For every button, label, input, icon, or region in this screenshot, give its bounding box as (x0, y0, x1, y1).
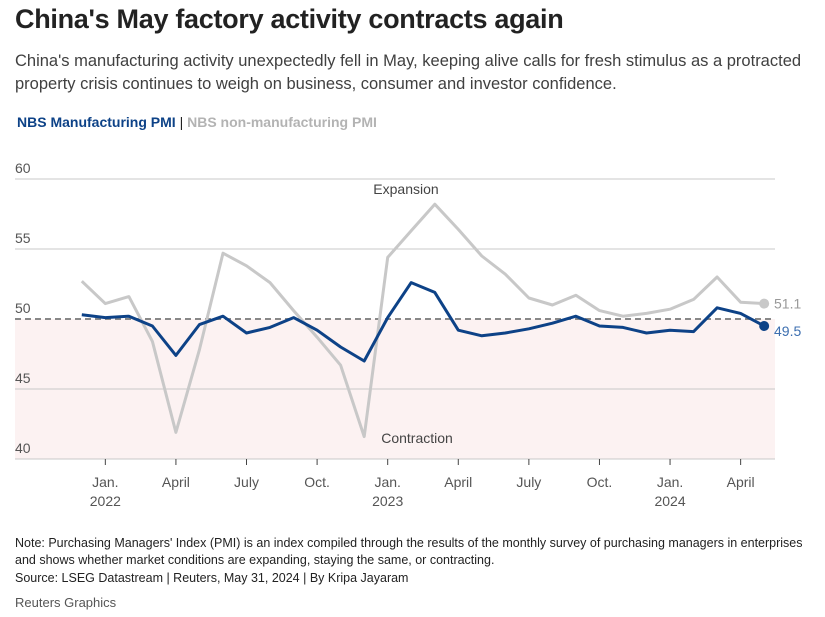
y-tick-label: 50 (15, 300, 31, 316)
x-tick-label: Jan. (374, 474, 400, 490)
x-tick-label: April (162, 474, 190, 490)
annotation-contraction: Contraction (381, 430, 453, 446)
x-tick-label: Oct. (587, 474, 613, 490)
x-tick-label: July (234, 474, 259, 490)
end-point-non-manufacturing (759, 298, 770, 309)
x-tick-label: April (444, 474, 472, 490)
footnote: Note: Purchasing Managers' Index (PMI) i… (15, 536, 803, 567)
x-tick-label: April (727, 474, 755, 490)
annotation-expansion: Expansion (373, 181, 438, 197)
x-tick-year: 2022 (90, 493, 121, 509)
series-line-manufacturing (81, 281, 765, 363)
y-tick-label: 55 (15, 230, 31, 246)
end-label-non-manufacturing: 51.1 (774, 296, 801, 312)
x-tick-year: 2023 (372, 493, 403, 509)
y-tick-label: 60 (15, 160, 31, 176)
end-label-manufacturing: 49.5 (774, 323, 801, 339)
legend-separator: | (179, 114, 184, 130)
y-tick-label: 45 (15, 370, 31, 386)
legend-non-manufacturing: NBS non-manufacturing PMI (187, 114, 377, 130)
x-tick-label: Jan. (92, 474, 118, 490)
series-line-non-manufacturing (80, 202, 765, 439)
x-tick-label: Oct. (304, 474, 330, 490)
subtitle: China's manufacturing activity unexpecte… (15, 52, 802, 93)
end-point-manufacturing (759, 321, 770, 331)
x-tick-label: July (516, 474, 541, 490)
brand-credit: Reuters Graphics (15, 595, 117, 610)
y-tick-label: 40 (15, 440, 31, 456)
page-title: China's May factory activity contracts a… (15, 4, 564, 34)
legend: NBS Manufacturing PMI | NBS non-manufact… (17, 114, 377, 130)
x-tick-year: 2024 (654, 493, 685, 509)
x-tick-label: Jan. (657, 474, 683, 490)
source-line: Source: LSEG Datastream | Reuters, May 3… (15, 571, 409, 585)
legend-manufacturing: NBS Manufacturing PMI (17, 114, 176, 130)
